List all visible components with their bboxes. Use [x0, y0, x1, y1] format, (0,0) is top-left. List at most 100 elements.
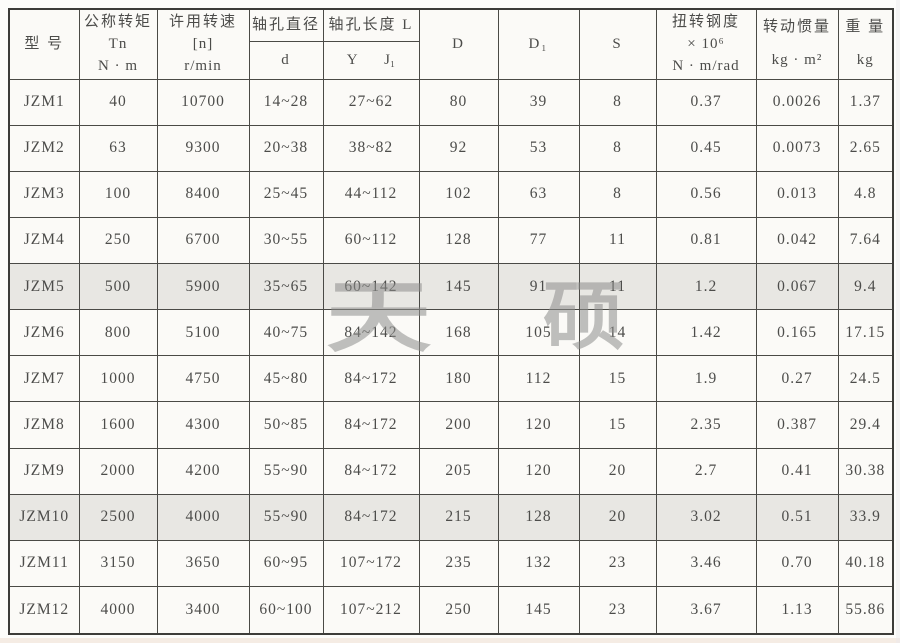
cell-allowable-speed: 4750 [156, 355, 250, 403]
col-subheader-d: d [248, 40, 324, 80]
cell-D1: 112 [497, 355, 580, 403]
cell-D1: 39 [497, 78, 580, 126]
cell-allowable-speed: 4300 [156, 401, 250, 449]
cell-D: 145 [418, 263, 499, 311]
table-body: JZM1 40 10700 14~28 27~62 80 39 8 0.37 0.0026 1.37… [8, 78, 894, 635]
cell-S: 8 [578, 78, 657, 126]
torsional-stiffness-unit: N · m/rad [672, 58, 740, 75]
table-row: JZM4 250 6700 30~55 60~112 128 77 11 0.81 0.042 7.… [8, 216, 894, 265]
cell-moment-of-inertia: 0.013 [755, 170, 839, 218]
cell-bore-length: 60~142 [322, 263, 420, 311]
cell-nominal-torque: 63 [78, 124, 158, 172]
cell-weight: 33.9 [837, 493, 894, 541]
cell-D1: 77 [497, 216, 580, 265]
nominal-torque-title: 公称转矩 [83, 14, 152, 31]
cell-D1: 105 [497, 309, 580, 357]
cell-bore-diameter: 40~75 [248, 309, 324, 357]
cell-bore-diameter: 35~65 [248, 263, 324, 311]
col-header-model: 型 号 [8, 8, 80, 80]
cell-bore-length: 107~212 [322, 586, 420, 635]
col-header-D: D [418, 8, 499, 80]
cell-moment-of-inertia: 0.0026 [755, 78, 839, 126]
table-row: JZM9 2000 4200 55~90 84~172 205 120 20 2.7 0.41 30… [8, 447, 894, 495]
cell-bore-length: 84~172 [322, 401, 420, 449]
cell-nominal-torque: 40 [78, 78, 158, 126]
cell-moment-of-inertia: 0.067 [755, 263, 839, 311]
col-header-moment-of-inertia: 转动惯量 kg · m² [755, 8, 839, 80]
cell-moment-of-inertia: 0.042 [755, 216, 839, 265]
cell-moment-of-inertia: 0.51 [755, 493, 839, 541]
cell-S: 20 [578, 447, 657, 495]
cell-model: JZM2 [8, 124, 80, 172]
cell-model: JZM3 [8, 170, 80, 218]
table-row: JZM2 63 9300 20~38 38~82 92 53 8 0.45 0.0073 2.65 [8, 124, 894, 172]
torsional-stiffness-title: 扭转钢度 [671, 14, 740, 31]
cell-model: JZM10 [8, 493, 80, 541]
cell-D: 92 [418, 124, 499, 172]
cell-bore-length: 27~62 [322, 78, 420, 126]
col-header-D1: D₁ [497, 8, 580, 80]
cell-D1: 145 [497, 586, 580, 635]
cell-weight: 4.8 [837, 170, 894, 218]
col-header-allowable-speed: 许用转速 [n] r/min [156, 8, 250, 80]
cell-bore-diameter: 45~80 [248, 355, 324, 403]
cell-bore-diameter: 25~45 [248, 170, 324, 218]
cell-model: JZM5 [8, 263, 80, 311]
cell-S: 14 [578, 309, 657, 357]
cell-D: 180 [418, 355, 499, 403]
weight-unit: kg [856, 52, 874, 69]
cell-D: 235 [418, 539, 499, 588]
cell-torsional-stiffness: 0.56 [655, 170, 757, 218]
cell-bore-length: 107~172 [322, 539, 420, 588]
cell-S: 15 [578, 401, 657, 449]
table-row: JZM10 2500 4000 55~90 84~172 215 128 20 3.02 0.51… [8, 493, 894, 541]
col-header-torsional-stiffness: 扭转钢度 × 10⁶ N · m/rad [655, 8, 757, 80]
col-header-S: S [578, 8, 657, 80]
table-row: JZM3 100 8400 25~45 44~112 102 63 8 0.56 0.013 4.8 [8, 170, 894, 218]
coupling-spec-table: 型 号 公称转矩 Tn N · m 许用转速 [n] r/min 轴孔直径 [8, 8, 894, 635]
header-row-top: 型 号 公称转矩 Tn N · m 许用转速 [n] r/min 轴孔直径 [8, 8, 894, 80]
cell-bore-diameter: 14~28 [248, 78, 324, 126]
cell-S: 23 [578, 539, 657, 588]
cell-bore-length: 84~172 [322, 447, 420, 495]
table-row: JZM12 4000 3400 60~100 107~212 250 145 23 3.67 1.… [8, 586, 894, 635]
nominal-torque-symbol: Tn [108, 36, 128, 53]
cell-bore-diameter: 50~85 [248, 401, 324, 449]
cell-allowable-speed: 10700 [156, 78, 250, 126]
cell-torsional-stiffness: 1.42 [655, 309, 757, 357]
cell-model: JZM11 [8, 539, 80, 588]
weight-title: 重 量 [845, 19, 886, 36]
cell-nominal-torque: 4000 [78, 586, 158, 635]
cell-D1: 120 [497, 401, 580, 449]
cell-weight: 30.38 [837, 447, 894, 495]
cell-D: 102 [418, 170, 499, 218]
cell-weight: 55.86 [837, 586, 894, 635]
cell-S: 8 [578, 124, 657, 172]
cell-allowable-speed: 8400 [156, 170, 250, 218]
cell-allowable-speed: 6700 [156, 216, 250, 265]
table-header: 型 号 公称转矩 Tn N · m 许用转速 [n] r/min 轴孔直径 [8, 8, 894, 80]
cell-D1: 132 [497, 539, 580, 588]
cell-D: 215 [418, 493, 499, 541]
cell-D1: 53 [497, 124, 580, 172]
cell-allowable-speed: 5900 [156, 263, 250, 311]
allowable-speed-symbol: [n] [192, 36, 214, 53]
cell-weight: 1.37 [837, 78, 894, 126]
cell-torsional-stiffness: 3.46 [655, 539, 757, 588]
subheader-j1: J₁ [384, 51, 396, 68]
cell-bore-length: 44~112 [322, 170, 420, 218]
cell-torsional-stiffness: 2.35 [655, 401, 757, 449]
col-header-weight: 重 量 kg [837, 8, 894, 80]
cell-weight: 40.18 [837, 539, 894, 588]
moment-of-inertia-title: 转动惯量 [762, 19, 831, 36]
cell-bore-length: 84~142 [322, 309, 420, 357]
cell-moment-of-inertia: 0.70 [755, 539, 839, 588]
cell-S: 11 [578, 216, 657, 265]
allowable-speed-unit: r/min [184, 58, 222, 75]
cell-moment-of-inertia: 1.13 [755, 586, 839, 635]
cell-torsional-stiffness: 3.02 [655, 493, 757, 541]
table-row: JZM11 3150 3650 60~95 107~172 235 132 23 3.46 0.7… [8, 539, 894, 588]
cell-S: 11 [578, 263, 657, 311]
moment-of-inertia-unit: kg · m² [771, 52, 823, 69]
cell-nominal-torque: 500 [78, 263, 158, 311]
